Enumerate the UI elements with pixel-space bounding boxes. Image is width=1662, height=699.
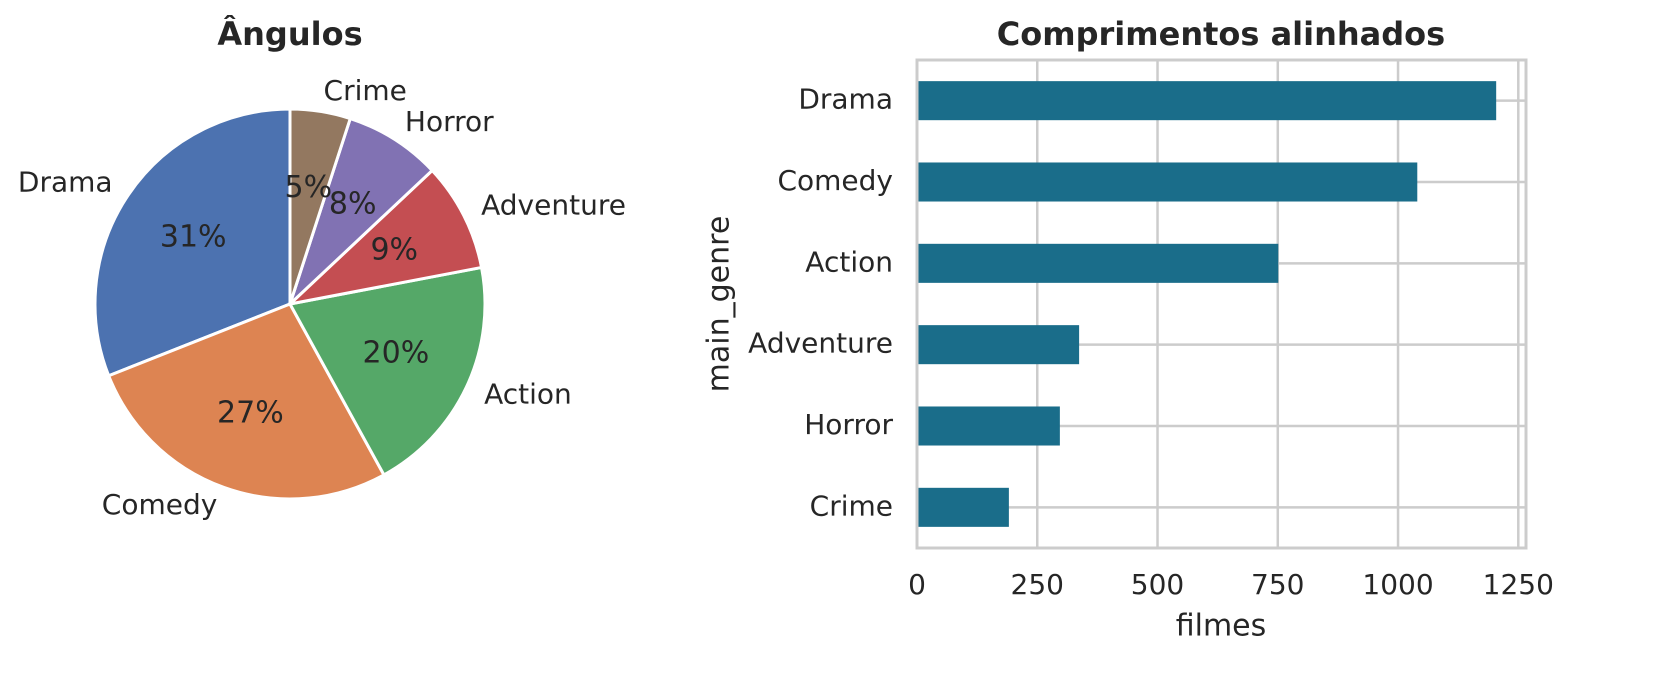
bar (917, 487, 1009, 527)
bar (917, 243, 1279, 283)
pie-value-label: 9% (370, 232, 418, 267)
pie-label: Horror (405, 105, 494, 138)
pie-slice (288, 107, 353, 305)
y-tick-label: Adventure (748, 327, 893, 360)
y-tick-label: Action (805, 245, 893, 278)
x-tick-label: 750 (1251, 568, 1304, 601)
y-tick-label: Horror (804, 408, 893, 441)
pie-slice (93, 107, 292, 378)
pie-value-label: 20% (363, 335, 430, 370)
pie-slice (288, 116, 435, 306)
pie-label: Comedy (102, 488, 218, 521)
pie-slice (287, 265, 487, 477)
pie-label: Action (484, 377, 572, 410)
pie-value-label: 5% (285, 170, 333, 205)
x-tick-label: 250 (1011, 568, 1064, 601)
y-axis-label: main_genre (702, 216, 737, 393)
plot-frame (915, 58, 1528, 550)
x-axis-label: filmes (1176, 609, 1267, 644)
pie-slice (285, 168, 484, 307)
x-tick-label: 1000 (1362, 568, 1433, 601)
x-tick-label: 500 (1131, 568, 1184, 601)
pie-label: Drama (18, 165, 113, 198)
pie-label: Adventure (481, 189, 626, 222)
x-tick-label: 0 (908, 568, 926, 601)
bar (917, 81, 1497, 121)
pie-label: Crime (324, 74, 407, 107)
pie-value-label: 8% (329, 187, 377, 222)
pie-value-label: 27% (217, 396, 284, 431)
pie-value-label: 31% (160, 220, 227, 255)
bar (917, 162, 1418, 202)
y-tick-label: Drama (798, 83, 893, 116)
bar (917, 406, 1060, 446)
bar (917, 325, 1080, 365)
bar-title: Comprimentos alinhados (997, 15, 1445, 53)
y-tick-label: Comedy (777, 164, 893, 197)
y-tick-label: Crime (810, 489, 893, 522)
x-tick-label: 1250 (1483, 568, 1554, 601)
pie-title: Ângulos (217, 15, 362, 53)
